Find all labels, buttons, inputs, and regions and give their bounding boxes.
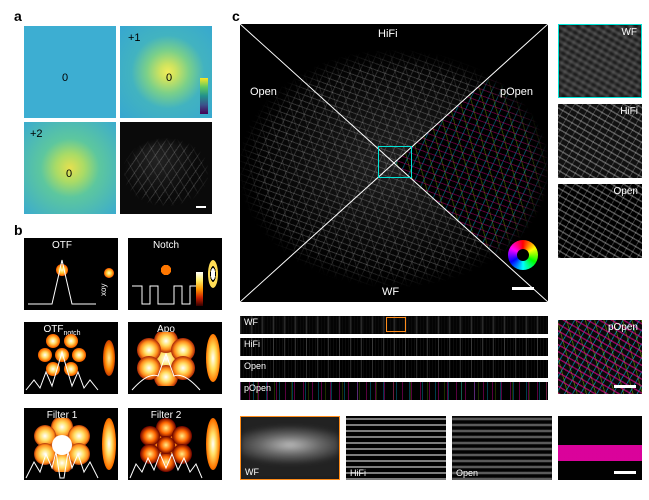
a-colorscale — [200, 78, 208, 114]
a-order2-zero: 0 — [66, 168, 72, 180]
c-xz-wf-label: WF — [244, 317, 258, 327]
b-axis-xoy: xoy — [99, 284, 108, 296]
a-order0-text: 0 — [62, 72, 68, 84]
c-inset-open-label: Open — [614, 186, 638, 197]
c-zoom-wf-label: WF — [245, 467, 259, 477]
a-order1-plus: +1 — [128, 32, 141, 44]
c-xz-popen: pOpen — [240, 382, 548, 400]
c-inset-wf: WF — [558, 24, 642, 98]
c-inset-popen-scalebar — [614, 385, 636, 388]
b-filter1-xoz — [100, 408, 118, 480]
c-inset-popen: pOpen — [558, 320, 642, 394]
c-label-right: pOpen — [500, 86, 533, 98]
a-order1-zero: 0 — [166, 72, 172, 84]
c-xz-hifi-label: HiFi — [244, 339, 260, 349]
a-scalebar — [196, 206, 206, 208]
c-roi-box — [378, 146, 412, 178]
c-zoom-open-label: Open — [456, 468, 478, 478]
b-notch: Notch — [128, 238, 204, 310]
panel-c-label: c — [232, 8, 240, 24]
c-label-left: Open — [250, 86, 277, 98]
c-inset-popen-label: pOpen — [608, 322, 638, 333]
a-raw-cell — [120, 122, 212, 214]
c-zoom-popen-scalebar — [614, 471, 636, 474]
c-zoom-hifi-label: HiFi — [350, 468, 366, 478]
c-label-top: HiFi — [378, 28, 398, 40]
c-xz-hifi: HiFi — [240, 338, 548, 356]
panel-a-label: a — [14, 8, 22, 24]
b-otf-notch: OTFnotch — [24, 322, 100, 394]
b-apo-xoz — [204, 322, 222, 394]
b-colorscale — [196, 272, 203, 306]
b-otfnotch-xoz — [100, 322, 118, 394]
b-apo: Apo — [128, 322, 204, 394]
c-xz-wf: WF — [240, 316, 548, 334]
c-inset-hifi-label: HiFi — [620, 106, 638, 117]
c-zoom-wf: WF — [240, 416, 340, 480]
c-xz-open: Open — [240, 360, 548, 378]
a-order0-map — [24, 26, 116, 118]
c-zoom-hifi: HiFi — [346, 416, 446, 480]
b-axis-xoz: xoz — [117, 284, 126, 296]
c-inset-hifi: HiFi — [558, 104, 642, 178]
b-otf: OTF — [24, 238, 100, 310]
c-label-bottom: WF — [382, 286, 399, 298]
b-notch-xoz — [204, 238, 222, 310]
b-filter2-xoz — [204, 408, 222, 480]
panel-b-label: b — [14, 222, 23, 238]
a-order2-plus: +2 — [30, 128, 43, 140]
c-scalebar-main — [512, 287, 534, 290]
c-xz-popen-label: pOpen — [244, 383, 271, 393]
c-zoom-open: Open — [452, 416, 552, 480]
b-otf-xoz — [100, 238, 118, 310]
c-inset-wf-label: WF — [621, 27, 637, 38]
c-inset-open: Open — [558, 184, 642, 258]
b-filter1: Filter 1 — [24, 408, 100, 480]
c-color-wheel — [508, 240, 538, 270]
b-filter2: Filter 2 — [128, 408, 204, 480]
c-zoom-popen — [558, 416, 642, 480]
c-xz-open-label: Open — [244, 361, 266, 371]
c-main-view — [240, 24, 548, 302]
